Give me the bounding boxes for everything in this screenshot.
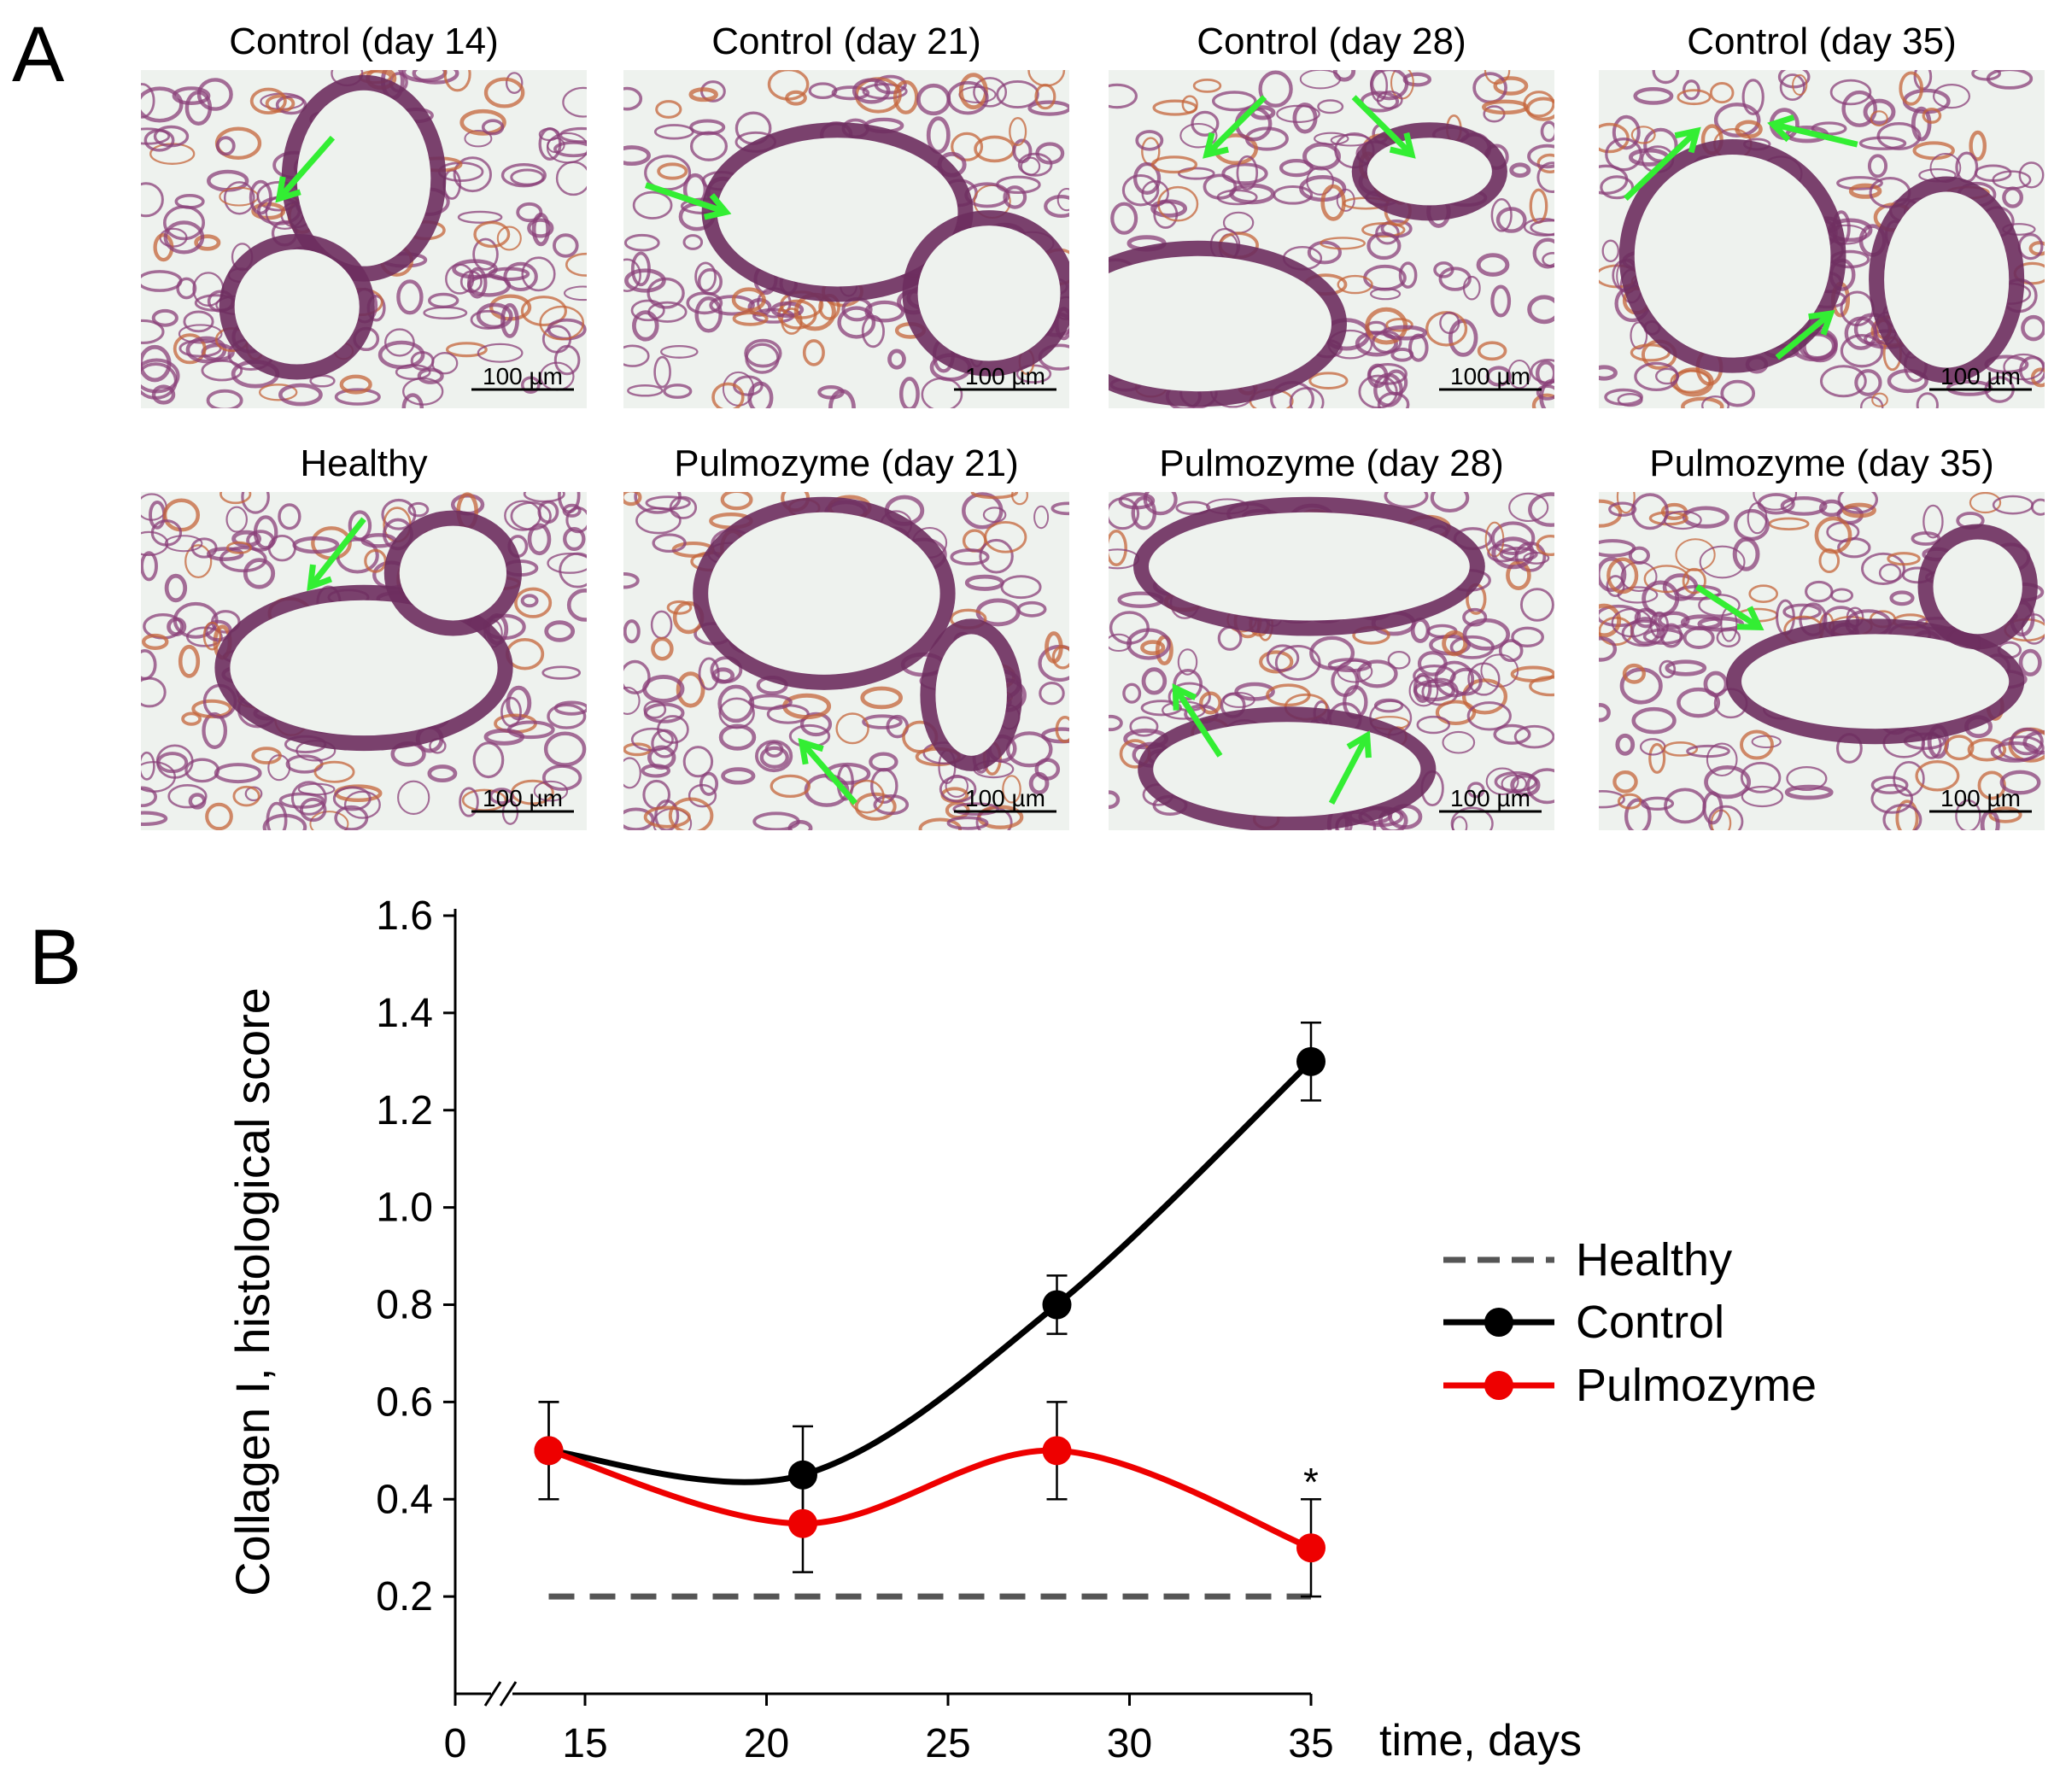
micrograph-title: Control (day 21) [711,20,981,62]
scale-bar-label: 100 µm [483,785,563,811]
micrograph-image: 100 µm [623,492,1069,830]
axis-break-mark [499,1681,518,1707]
micrograph-title: Pulmozyme (day 28) [1159,442,1504,484]
micrograph-title: Pulmozyme (day 21) [674,442,1019,484]
axis-break-mark [483,1681,502,1707]
micrograph-image: 100 µm [1599,492,2045,830]
panel-b-letter: B [29,914,82,1001]
series-control-point [1042,1290,1072,1320]
collagen-score-chart: 0.2 0.4 0.6 0.8 1.0 1.2 1.4 1.6 0 15 20 25 30 35 time,… [225,893,1817,1766]
series-control-point [1296,1046,1326,1076]
series-pulmozyme-line [547,1447,1313,1551]
scale-bar-label: 100 µm [1450,785,1530,811]
y-tick-label: 1.2 [376,1088,433,1133]
scale-bar-label: 100 µm [483,363,563,389]
micrograph-title: Pulmozyme (day 35) [1649,442,1994,484]
legend-label: Healthy [1576,1234,1732,1285]
legend-label: Control [1576,1297,1724,1348]
micrograph-image: 100 µm [141,492,587,830]
y-tick-label: 1.0 [376,1186,433,1231]
y-tick-label: 1.6 [376,893,433,939]
legend-marker [1484,1371,1513,1400]
series-pulmozyme-point [1296,1533,1326,1563]
series-pulmozyme-point [534,1436,564,1466]
scale-bar-label: 100 µm [965,363,1045,389]
significance-annotation: * [1303,1460,1319,1504]
micrograph-image: 100 µm [623,70,1069,408]
x-tick-label: 35 [1288,1721,1333,1766]
x-tick-label: 20 [744,1721,789,1766]
y-tick-label: 0.4 [376,1477,433,1522]
y-tick-label: 0.8 [376,1283,433,1328]
series-pulmozyme-point [1042,1436,1072,1466]
micrograph-image: 100 µm [1109,70,1554,408]
x-tick-label: 0 [444,1721,467,1766]
legend-marker [1484,1308,1513,1337]
x-tick-label: 25 [925,1721,970,1766]
y-tick-label: 1.4 [376,991,433,1036]
micrograph-image: 100 µm [141,70,587,408]
micrograph-image: 100 µm [1599,70,2045,408]
scale-bar-label: 100 µm [1450,363,1530,389]
panel-a-letter: A [12,11,65,98]
micrograph-title: Control (day 28) [1197,20,1466,62]
scale-bar-label: 100 µm [965,785,1045,811]
y-axis-label: Collagen I, histological score [225,987,279,1596]
micrograph-title: Control (day 35) [1687,20,1957,62]
micrograph-title: Healthy [300,442,428,484]
micrograph-image: 100 µm [1109,492,1554,830]
x-axis-label: time, days [1379,1716,1582,1766]
y-tick-label: 0.2 [376,1574,433,1619]
series-pulmozyme-point [788,1508,817,1538]
series-control-line [548,1059,1314,1485]
scale-bar-label: 100 µm [1940,785,2021,811]
x-tick-label: 30 [1107,1721,1152,1766]
micrograph-title: Control (day 14) [229,20,499,62]
legend-label: Pulmozyme [1576,1360,1817,1411]
y-tick-label: 0.6 [376,1379,433,1425]
x-tick-label: 15 [562,1721,607,1766]
scale-bar-label: 100 µm [1940,363,2021,389]
